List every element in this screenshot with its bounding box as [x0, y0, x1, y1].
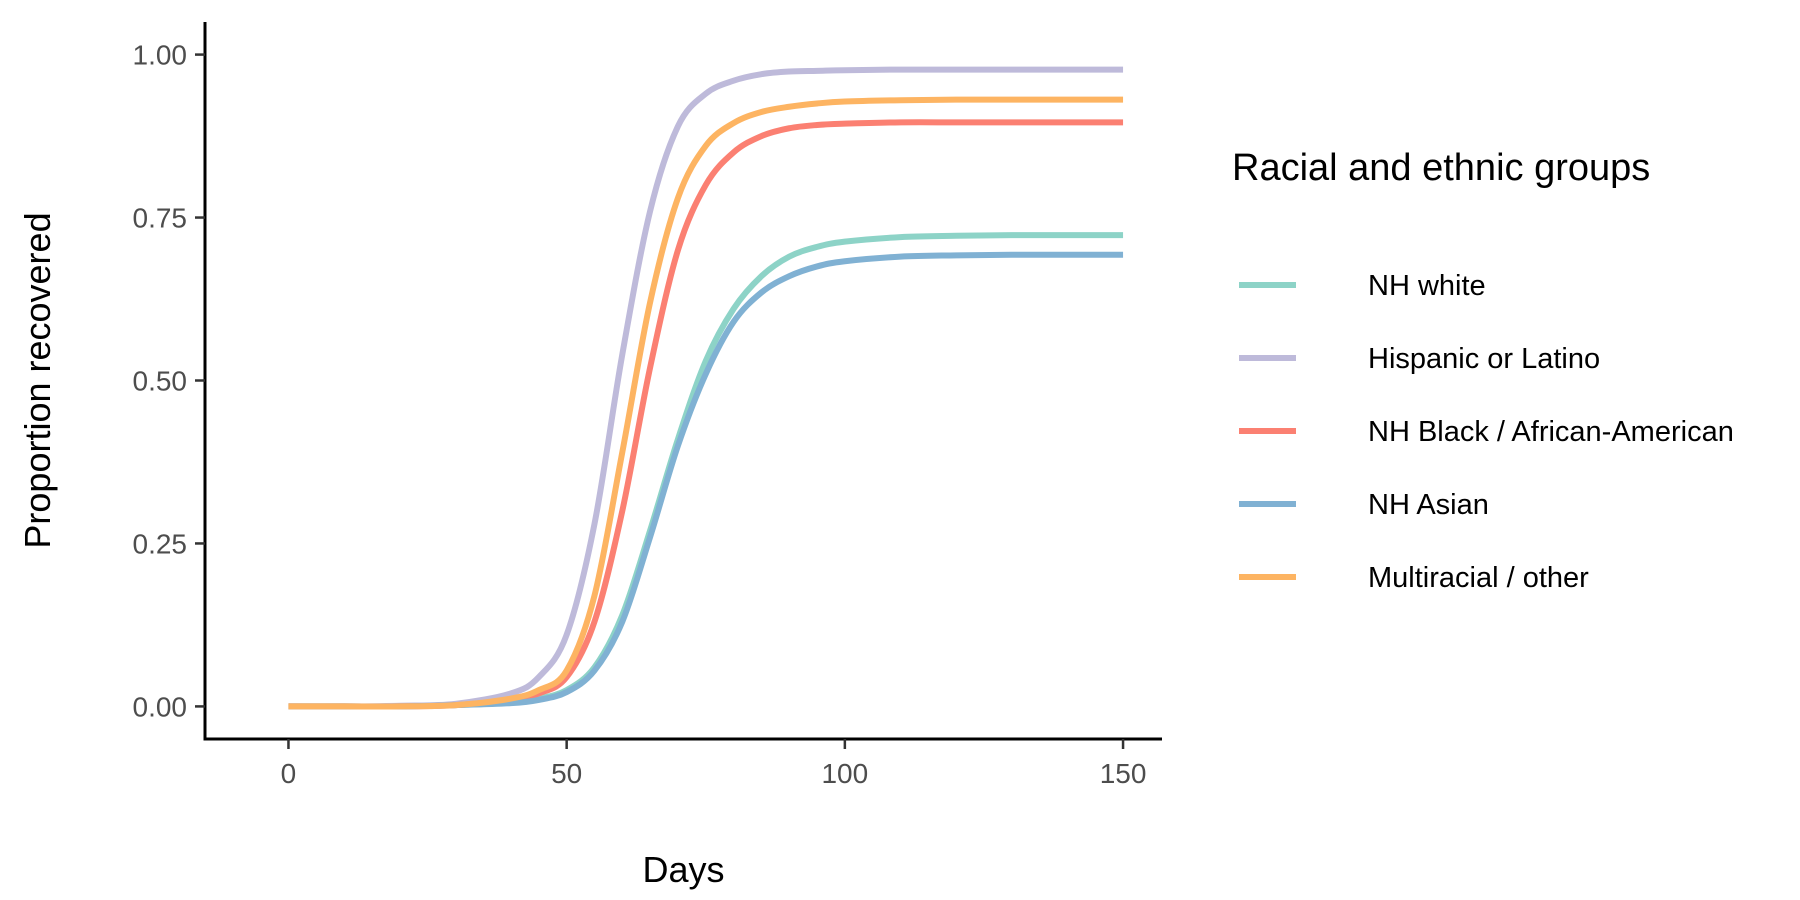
- x-tick-label: 150: [1100, 758, 1147, 789]
- y-tick-label: 1.00: [133, 40, 188, 71]
- series-line-hispanic-or-latino: [288, 66, 1124, 710]
- series-line-nh-white: [288, 232, 1124, 710]
- x-tick-label: 0: [281, 758, 297, 789]
- plot-lines: [288, 66, 1124, 710]
- series-line-nh-black-african-american: [288, 119, 1124, 710]
- axes: 0.00 0.25 0.50 0.75 1.00 0 50 100 150 Days Proport…: [17, 22, 1162, 890]
- y-tick-label: 0.75: [133, 203, 188, 234]
- legend-label-nh-white: NH white: [1368, 270, 1486, 302]
- legend-label-hispanic-or-latino: Hispanic or Latino: [1368, 343, 1600, 375]
- y-tick-label: 0.00: [133, 691, 188, 722]
- x-axis-title: Days: [642, 849, 724, 890]
- series-line-nh-asian: [288, 251, 1124, 710]
- legend-title: Racial and ethnic groups: [1232, 147, 1650, 189]
- x-tick-label: 100: [821, 758, 868, 789]
- y-tick-label: 0.25: [133, 528, 188, 559]
- y-axis-title: Proportion recovered: [17, 212, 58, 548]
- legend: Racial and ethnic groups NH white Hispanic…: [1232, 147, 1734, 594]
- x-tick-label: 50: [551, 758, 582, 789]
- legend-label-multiracial-other: Multiracial / other: [1368, 562, 1589, 594]
- y-tick-label: 0.50: [133, 366, 188, 397]
- series-line-multiracial-other: [288, 96, 1124, 710]
- legend-label-nh-asian: NH Asian: [1368, 489, 1489, 521]
- legend-label-nh-black-african-american: NH Black / African-American: [1368, 416, 1734, 448]
